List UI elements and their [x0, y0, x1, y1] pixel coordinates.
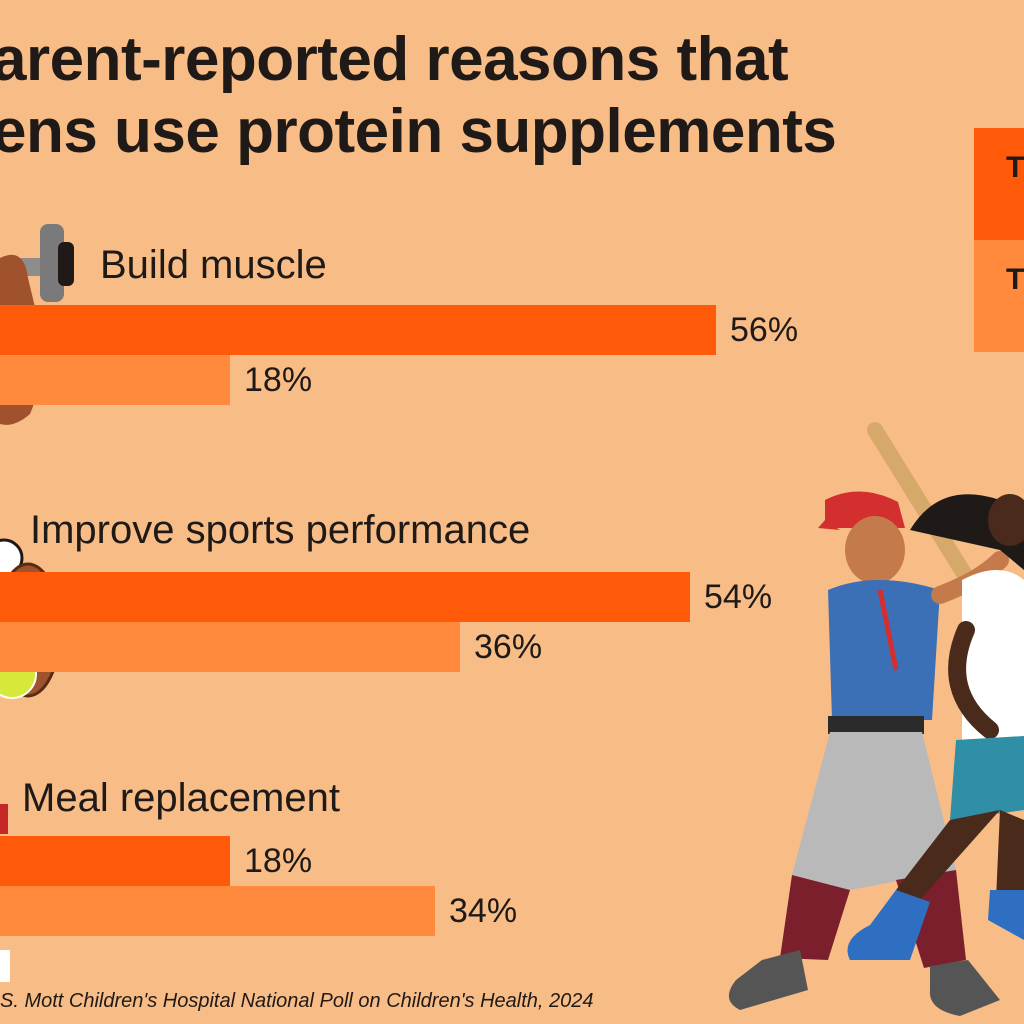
source-note: S. Mott Children's Hospital National Pol…	[0, 990, 594, 1012]
title-line-2: ens use protein supplements	[0, 97, 837, 166]
value-label-build-muscle-primary: 56%	[730, 311, 799, 349]
value-label-improve-sports-primary: 54%	[704, 578, 773, 616]
value-label-meal-replacement-primary: 18%	[244, 842, 313, 880]
bar-meal-replacement-secondary	[0, 886, 435, 936]
legend: T b T g	[974, 128, 1024, 352]
legend-item-1: T b	[974, 128, 1024, 240]
bar-build-muscle-secondary	[0, 355, 230, 405]
bar-build-muscle-primary	[0, 305, 716, 355]
category-label-build-muscle: Build muscle	[100, 243, 327, 287]
legend-item-2: T g	[974, 240, 1024, 352]
athletes-illustration	[728, 422, 1024, 1016]
value-label-build-muscle-secondary: 18%	[244, 361, 313, 399]
value-label-improve-sports-secondary: 36%	[474, 628, 543, 666]
value-label-meal-replacement-secondary: 34%	[449, 892, 518, 930]
bar-improve-sports-secondary	[0, 622, 460, 672]
bar-meal-replacement-primary	[0, 836, 230, 886]
bar-improve-sports-primary	[0, 572, 690, 622]
chart-title: arent-reported reasons that ens use prot…	[0, 24, 892, 168]
meal-icon	[0, 804, 10, 982]
title-line-1: arent-reported reasons that	[0, 25, 789, 94]
category-label-improve-sports: Improve sports performance	[30, 508, 531, 552]
category-label-meal-replacement: Meal replacement	[22, 776, 340, 820]
